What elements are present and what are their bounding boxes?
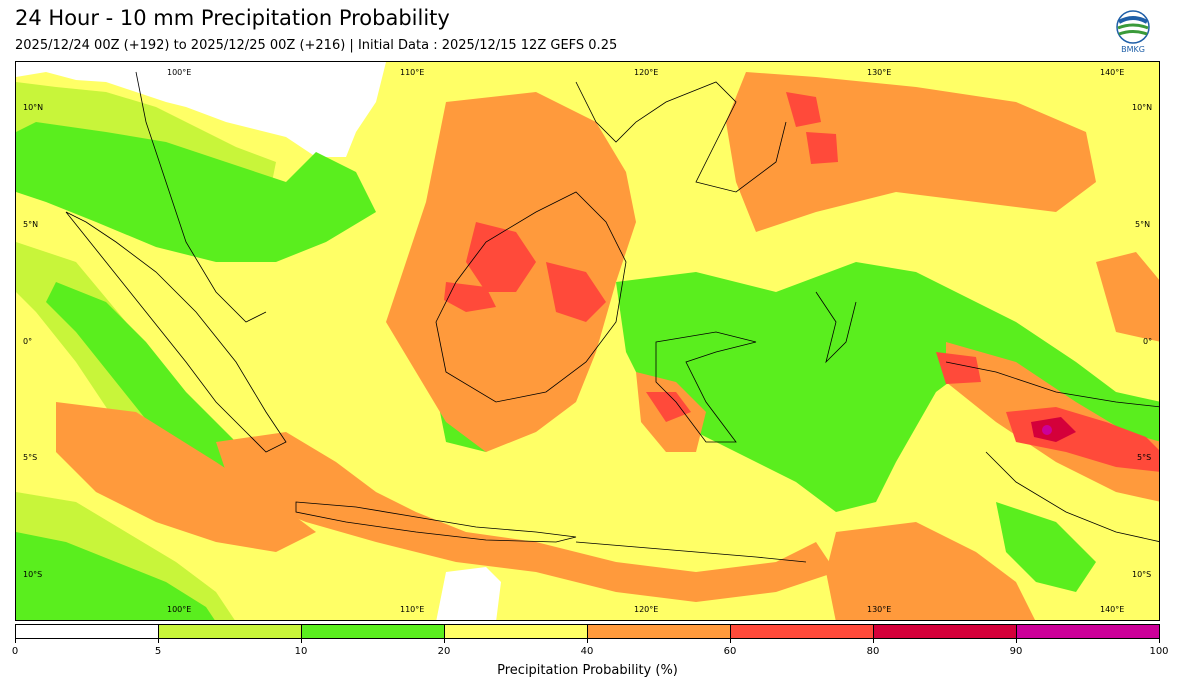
zone-orange-se	[826, 522, 1035, 620]
coast-sulawesi	[655, 331, 757, 443]
lon-label-120e-top: 120°E	[634, 68, 659, 77]
colorbar-tick-label: 10	[294, 646, 308, 657]
lat-label-10n-right: 10°N	[1132, 103, 1153, 112]
bmkg-logo-icon: BMKG	[1114, 10, 1152, 54]
zone-green-nw	[16, 122, 376, 262]
zone-red-sulawesi	[646, 392, 691, 422]
map-subtitle: 2025/12/24 00Z (+192) to 2025/12/25 00Z …	[15, 38, 618, 53]
colorbar-tick-label: 90	[1009, 646, 1023, 657]
zone-green-sw	[16, 532, 215, 620]
lat-label-5s-right: 5°S	[1137, 453, 1152, 462]
lat-label-10s-right: 10°S	[1132, 570, 1152, 579]
lon-label-140e-top: 140°E	[1100, 68, 1125, 77]
colorbar-tick	[15, 639, 16, 643]
zone-green-sumatra	[46, 282, 256, 482]
colorbar-tick	[1016, 639, 1017, 643]
colorbar-segment-40-60	[588, 625, 731, 638]
lat-label-5s-left: 5°S	[23, 453, 38, 462]
lon-label-130e-top: 130°E	[867, 68, 892, 77]
zone-white-nw	[16, 62, 386, 157]
colorbar-segment-80-90	[874, 625, 1017, 638]
zone-magenta-papua	[1042, 425, 1052, 435]
lon-label-100e-top: 100°E	[167, 68, 192, 77]
colorbar-tick	[587, 639, 588, 643]
coast-borneo	[435, 191, 627, 403]
zone-red-borneo-1	[466, 222, 536, 292]
colorbar-tick-label: 40	[580, 646, 594, 657]
lat-label-10n-left: 10°N	[23, 103, 44, 112]
lon-label-100e-bottom: 100°E	[167, 605, 192, 614]
coastlines	[65, 71, 1159, 563]
zone-orange-ne	[726, 72, 1096, 232]
zone-orange-java	[216, 432, 836, 602]
colorbar-tick-label: 100	[1149, 646, 1169, 657]
coast-sumatra	[65, 211, 287, 453]
lon-label-130e-bottom: 130°E	[867, 605, 892, 614]
colorbar-tick-label: 20	[437, 646, 451, 657]
colorbar-segment-0-5	[16, 625, 159, 638]
coast-java	[295, 501, 577, 543]
zone-red-borneo-2	[546, 262, 606, 322]
logo-text: BMKG	[1121, 45, 1145, 54]
map-canvas	[16, 62, 1159, 620]
colorbar	[15, 624, 1160, 639]
lat-label-10s-left: 10°S	[23, 570, 43, 579]
zone-red-ne2	[806, 132, 838, 164]
zone-green-sulawesi	[616, 262, 1159, 512]
lat-label-5n-left: 5°N	[23, 220, 39, 229]
colorbar-tick	[730, 639, 731, 643]
zone-red-ne	[786, 92, 821, 127]
colorbar-label: Precipitation Probability (%)	[497, 663, 678, 678]
coast-halmahera	[815, 291, 857, 364]
precipitation-map: 100°E 110°E 120°E 130°E 140°E 100°E 110°…	[15, 61, 1160, 621]
lon-label-110e-top: 110°E	[400, 68, 425, 77]
colorbar-tick-label: 60	[723, 646, 737, 657]
colorbar-tick	[444, 639, 445, 643]
zone-green-e	[996, 502, 1096, 592]
colorbar-segment-5-10	[159, 625, 302, 638]
colorbar-segment-90-100	[1017, 625, 1159, 638]
lat-label-0-right: 0°	[1143, 337, 1153, 346]
coast-nusa-tenggara	[575, 541, 807, 563]
lat-label-0-left: 0°	[23, 337, 33, 346]
colorbar-tick	[1159, 639, 1160, 643]
colorbar-segment-60-80	[731, 625, 874, 638]
colorbar-segment-10-20	[302, 625, 445, 638]
colorbar-tick-label: 80	[866, 646, 880, 657]
coast-papua	[945, 361, 1159, 542]
zone-orange-sw	[56, 402, 316, 552]
zone-red-borneo-3	[444, 282, 496, 312]
coast-malay-peninsula	[135, 71, 267, 323]
zone-orange-e	[1096, 252, 1159, 342]
lon-label-140e-bottom: 140°E	[1100, 605, 1125, 614]
map-title: 24 Hour - 10 mm Precipitation Probabilit…	[15, 6, 450, 30]
zone-white-sw	[436, 567, 501, 620]
colorbar-tick-label: 0	[11, 646, 19, 657]
colorbar-tick	[158, 639, 159, 643]
colorbar-tick-label: 5	[154, 646, 162, 657]
colorbar-tick	[301, 639, 302, 643]
zone-red-papua-n	[936, 352, 981, 384]
coast-philippines	[575, 81, 787, 193]
colorbar-tick	[873, 639, 874, 643]
lat-label-5n-right: 5°N	[1135, 220, 1151, 229]
zone-crimson-papua	[1031, 417, 1076, 442]
colorbar-segment-20-40	[445, 625, 588, 638]
lon-label-120e-bottom: 120°E	[634, 605, 659, 614]
lon-label-110e-bottom: 110°E	[400, 605, 425, 614]
